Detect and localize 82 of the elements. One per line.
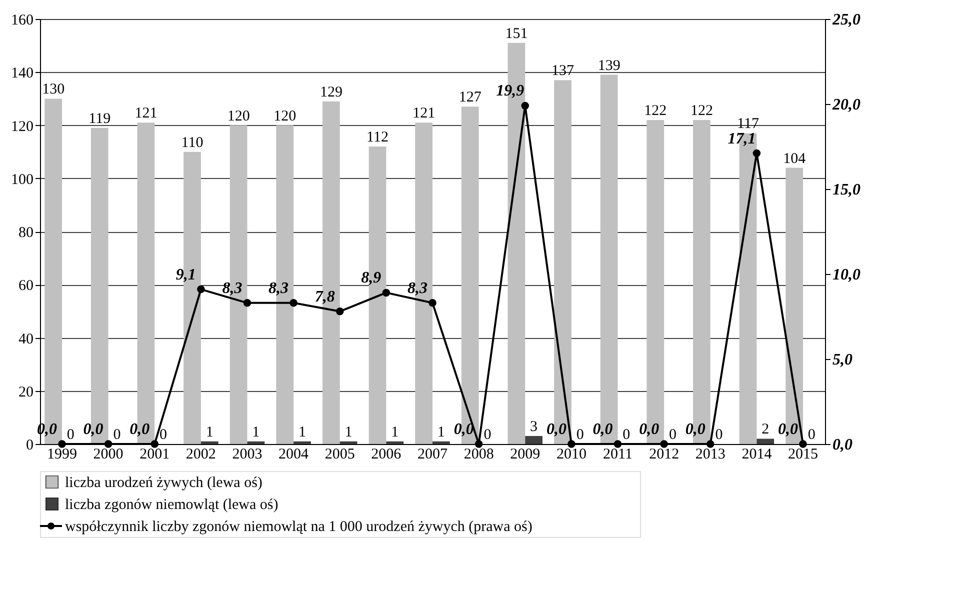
x-tick-label: 2006	[371, 446, 402, 462]
data-label: 8,3	[408, 280, 428, 297]
data-label: 0,0	[592, 421, 613, 438]
data-label: 121	[412, 106, 436, 122]
data-label: 7,8	[314, 288, 335, 306]
data-label: 127	[458, 90, 482, 106]
y-tick-label: 0	[26, 438, 34, 454]
x-tick-label: 2000	[93, 446, 124, 462]
y2-tick-label: 10,0	[832, 266, 860, 284]
y2-tick-label: 20,0	[832, 96, 860, 114]
y-tick-label: 140	[11, 66, 34, 82]
data-label: 0,0	[639, 421, 660, 438]
data-label: 112	[366, 130, 388, 146]
data-label: 0,0	[546, 421, 566, 438]
data-label: 0	[668, 427, 676, 443]
data-label: 122	[644, 102, 667, 119]
y-tick-label: 20	[18, 384, 34, 400]
x-tick-label: 2010	[556, 446, 586, 462]
data-label: 121	[134, 106, 158, 122]
y-tick-label: 60	[18, 278, 34, 294]
data-label: 1	[298, 424, 306, 440]
data-label: 0	[113, 427, 121, 443]
legend-label: liczba urodzeń żywych (lewa oś)	[65, 475, 262, 491]
data-label: 0,0	[130, 421, 150, 438]
data-label: 1	[344, 424, 352, 440]
y-tick-label: 120	[11, 118, 34, 135]
x-tick-label: 2014	[742, 446, 772, 462]
data-label: 9,1	[176, 266, 196, 284]
data-label: 8,3	[222, 280, 242, 297]
x-tick-label: 2004	[278, 446, 310, 462]
data-label: 120	[274, 108, 296, 124]
y2-tick-label: 5,0	[832, 352, 852, 368]
data-label: 8,3	[268, 280, 289, 297]
data-label: 17,1	[728, 130, 756, 148]
data-label: 110	[181, 134, 204, 151]
x-tick-label: 2011	[603, 446, 632, 462]
data-label: 0	[808, 427, 816, 443]
data-label: 139	[598, 58, 620, 74]
data-label: 19,9	[496, 82, 524, 100]
data-label: 0,0	[83, 421, 104, 438]
x-tick-label: 2005	[324, 446, 355, 462]
data-label: 1	[391, 424, 399, 440]
data-label: 1	[437, 424, 445, 440]
data-label: 1	[252, 424, 260, 440]
y-tick-label: 160	[11, 12, 34, 28]
data-label: 2	[762, 422, 770, 438]
legend-label: współczynnik liczby zgonów niemowląt na 1 000 urodzeń żywych (prawa oś)	[65, 519, 532, 535]
data-label: 0,0	[778, 421, 798, 438]
x-tick-label: 2009	[510, 446, 540, 462]
data-label: 122	[690, 102, 713, 119]
x-tick-label: 2015	[788, 446, 818, 462]
y2-tick-label: 0,0	[832, 436, 852, 454]
y-tick-label: 40	[18, 331, 34, 348]
data-label: 104	[783, 150, 806, 167]
data-label: 0	[576, 427, 584, 443]
data-label: 129	[320, 84, 342, 100]
data-label: 120	[227, 108, 250, 124]
x-tick-label: 2013	[695, 446, 726, 462]
data-label: 0	[160, 427, 168, 443]
y2-tick-label: 15,0	[832, 182, 860, 198]
x-tick-label: 2007	[418, 446, 448, 462]
y2-tick-label: 25,0	[832, 12, 860, 28]
data-label: 151	[505, 26, 528, 42]
data-label: 0	[484, 427, 492, 443]
x-tick-label: 2008	[464, 446, 494, 462]
data-label: 0,0	[685, 421, 706, 438]
data-label: 3	[530, 419, 538, 436]
y-tick-label: 100	[11, 172, 34, 188]
legend-label: liczba zgonów niemowląt (lewa oś)	[65, 497, 278, 513]
y-tick-label: 80	[18, 225, 34, 241]
x-tick-label: 2003	[232, 446, 262, 462]
x-tick-label: 2001	[140, 446, 170, 462]
x-tick-label: 2012	[649, 446, 680, 462]
x-tick-label: 1999	[47, 446, 77, 462]
data-label: 119	[88, 110, 111, 127]
data-label: 8,9	[361, 270, 382, 287]
data-label: 0	[715, 427, 723, 443]
data-label: 0	[66, 427, 74, 443]
data-label: 130	[42, 82, 65, 98]
data-label: 1	[206, 424, 214, 440]
data-label: 0	[622, 427, 630, 443]
x-tick-label: 2002	[186, 446, 216, 462]
